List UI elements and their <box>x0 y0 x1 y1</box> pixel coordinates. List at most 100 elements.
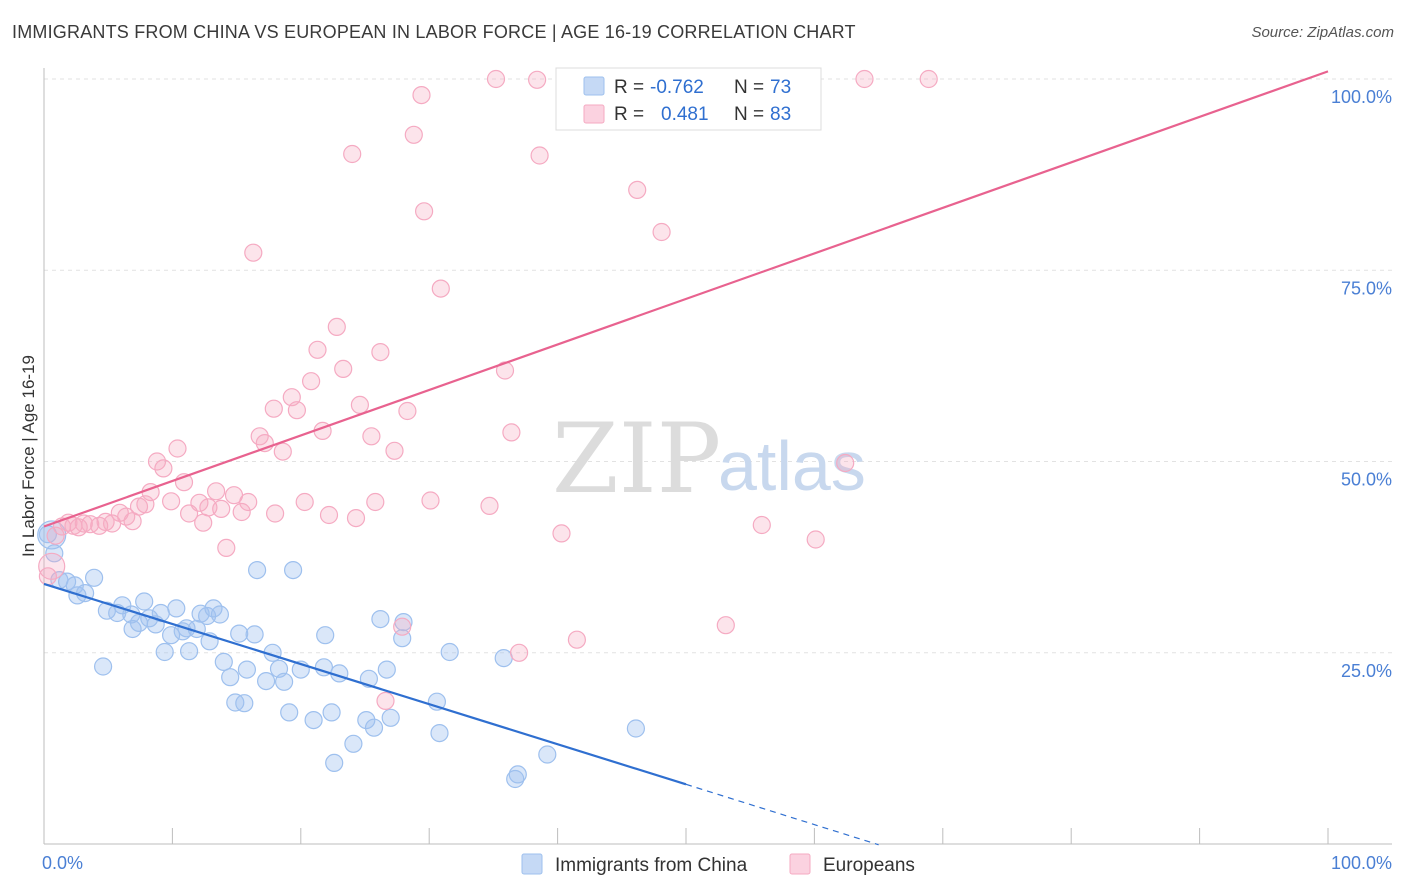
china-point-46 <box>304 710 323 730</box>
europe-point-35 <box>264 399 283 418</box>
watermark-zip: ZIP <box>552 403 721 515</box>
europe-point-7 <box>81 515 100 534</box>
europe-point-55 <box>393 617 412 636</box>
x-tick-marks <box>43 828 1329 844</box>
stats-legend-swatch-china <box>583 76 605 96</box>
china-point-49 <box>322 703 341 722</box>
watermark: ZIP atlas <box>552 403 866 515</box>
china-point-52 <box>344 734 363 753</box>
china-point-43 <box>280 703 299 722</box>
europe-point-30 <box>232 502 251 522</box>
y-tick-label-50: 50.0% <box>1341 470 1392 490</box>
europe-point-61 <box>431 279 450 298</box>
china-point-44 <box>284 560 303 580</box>
china-point-50 <box>325 753 344 773</box>
chart-title: IMMIGRANTS FROM CHINA VS EUROPEAN IN LAB… <box>12 22 856 42</box>
china-point-35 <box>235 694 254 713</box>
series-immigrants-from-china <box>37 520 646 789</box>
china-point-24 <box>180 642 199 661</box>
europe-point-42 <box>308 340 327 359</box>
china-point-39 <box>257 671 276 691</box>
y-tick-label-25: 25.0% <box>1341 661 1392 681</box>
china-point-57 <box>381 708 400 727</box>
y-tick-labels: 25.0% 50.0% 75.0% 100.0% <box>1331 87 1392 681</box>
china-point-68 <box>626 719 646 738</box>
europe-point-44 <box>319 505 339 525</box>
china-point-48 <box>316 626 335 645</box>
china-point-56 <box>377 660 396 679</box>
europe-point-9 <box>96 512 115 532</box>
china-point-67 <box>538 745 557 764</box>
china-point-20 <box>162 626 181 645</box>
europe-point-46 <box>334 359 353 378</box>
europe-point-47 <box>343 144 362 164</box>
europe-point-6 <box>74 514 93 533</box>
grid-lines <box>44 78 1392 654</box>
europe-point-27 <box>212 499 231 518</box>
europe-point-63 <box>486 69 506 89</box>
series-legend-label-europe[interactable]: Europeans <box>823 855 915 876</box>
stats-legend-swatch-europe <box>583 104 605 124</box>
series-legend-swatch-europe[interactable] <box>789 853 811 875</box>
watermark-atlas: atlas <box>718 427 866 505</box>
x-tick-label-max: 100.0% <box>1331 853 1392 873</box>
chart-source[interactable]: Source: ZipAtlas.com <box>1251 24 1394 41</box>
y-tick-label-100: 100.0% <box>1331 87 1392 107</box>
europe-point-72 <box>652 222 671 242</box>
china-point-21 <box>167 599 186 618</box>
series-legend-swatch-china[interactable] <box>521 853 543 875</box>
legend-n-value-europe: 83 <box>770 104 791 125</box>
europe-point-20 <box>168 439 187 458</box>
europe-point-41 <box>302 372 321 391</box>
europe-point-60 <box>421 491 440 510</box>
europe-point-28 <box>217 538 236 558</box>
legend-n-value-china: 73 <box>770 77 791 98</box>
china-point-8 <box>93 657 113 676</box>
europe-point-39 <box>287 401 306 420</box>
europe-point-78 <box>919 69 938 89</box>
china-point-38 <box>248 560 267 580</box>
china-point-31 <box>214 652 233 672</box>
europe-point-18 <box>154 459 173 478</box>
legend-r-value-china: -0.762 <box>650 77 704 98</box>
china-point-19 <box>155 642 174 662</box>
europe-point-45 <box>327 317 346 336</box>
china-point-30 <box>210 605 229 624</box>
legend-n-label-europe: N = <box>734 104 764 125</box>
y-axis-label: In Labor Force | Age 16-19 <box>19 355 38 557</box>
europe-point-73 <box>716 616 735 635</box>
series-legend: Immigrants from China Europeans <box>521 853 915 876</box>
china-point-63 <box>440 642 459 662</box>
europe-point-37 <box>273 442 292 461</box>
legend-n-label-china: N = <box>734 77 764 98</box>
europe-point-40 <box>295 492 314 512</box>
china-point-32 <box>221 668 240 687</box>
europe-point-57 <box>404 125 423 144</box>
europe-point-65 <box>502 423 521 442</box>
europe-point-36 <box>266 504 285 523</box>
legend-r-label-europe: R = <box>614 104 644 125</box>
europe-point-31 <box>239 492 258 512</box>
europe-point-23 <box>190 493 209 512</box>
europe-point-71 <box>628 180 647 199</box>
china-point-53 <box>357 710 376 730</box>
europe-point-62 <box>480 496 499 515</box>
trend-line-europe <box>43 70 1329 528</box>
europe-point-53 <box>376 691 395 711</box>
trend-line-china <box>43 582 687 786</box>
series-legend-label-china[interactable]: Immigrants from China <box>555 855 748 876</box>
china-point-15 <box>135 592 154 611</box>
europe-point-48 <box>346 508 366 528</box>
china-point-62 <box>430 723 449 743</box>
europe-point-17 <box>147 452 167 471</box>
china-point-34 <box>230 624 249 643</box>
axes <box>43 68 1392 845</box>
europe-point-66 <box>509 643 529 662</box>
trend-lines <box>43 70 1329 846</box>
europe-point-51 <box>366 492 385 512</box>
europe-point-large <box>38 552 66 580</box>
china-point-42 <box>275 672 294 691</box>
europe-point-24 <box>194 513 213 532</box>
europe-point-54 <box>385 441 404 460</box>
